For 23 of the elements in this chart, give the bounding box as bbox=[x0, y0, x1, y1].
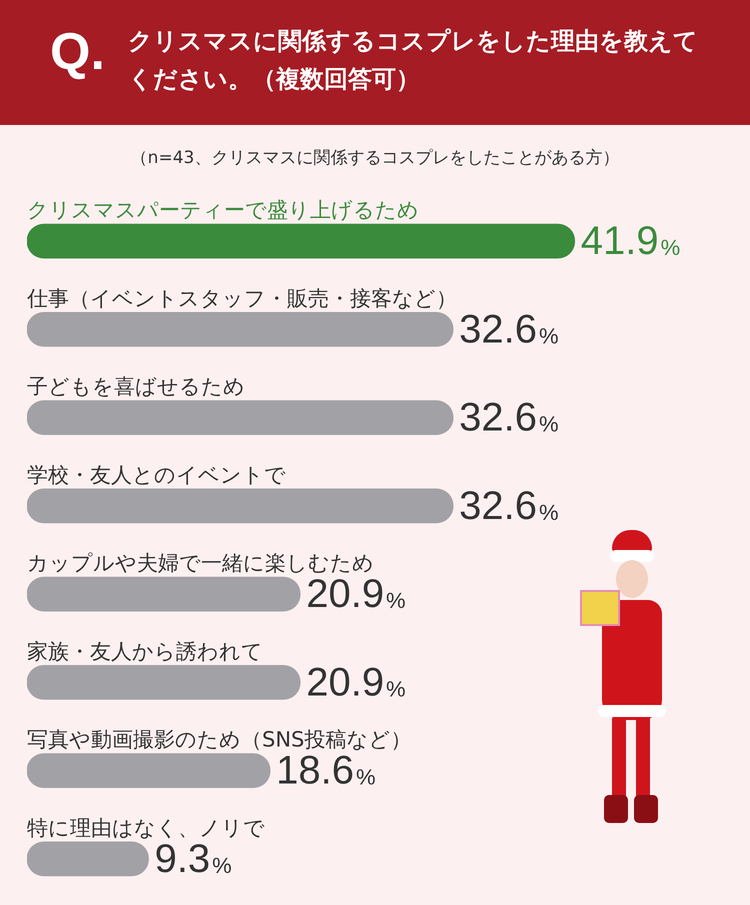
y-tick-label: クリスマスパーティーで盛り上げるため bbox=[27, 198, 419, 222]
y-tick-label: 特に理由はなく、ノリで bbox=[27, 816, 265, 840]
data-label: 32.6% bbox=[459, 307, 559, 352]
chart-subtitle: （n=43、クリスマスに関係するコスプレをしたことがある方） bbox=[130, 147, 620, 169]
bar bbox=[27, 400, 454, 435]
y-tick-label: 写真や動画撮影のため（SNS投稿など） bbox=[27, 728, 412, 752]
bar bbox=[27, 842, 149, 876]
y-tick-label: 子どもを喜ばせるため bbox=[27, 374, 245, 399]
bar bbox=[27, 312, 454, 347]
data-label: 32.6% bbox=[459, 484, 559, 528]
data-label: 20.9% bbox=[306, 660, 406, 704]
y-tick-label: 仕事（イベントスタッフ・販売・接客など） bbox=[26, 286, 457, 310]
bar bbox=[27, 224, 576, 258]
bar bbox=[27, 753, 270, 788]
chart-title: クリスマスに関係するコスプレをした理由を教えてください。（複数回答可） bbox=[128, 26, 699, 95]
y-tick-label: 家族・友人から誘われて bbox=[27, 639, 263, 664]
text: Q. bbox=[50, 22, 105, 82]
bar bbox=[27, 576, 301, 612]
bar bbox=[27, 488, 454, 524]
data-label: 32.6% bbox=[459, 396, 559, 440]
y-tick-label: 学校・友人とのイベントで bbox=[27, 462, 286, 487]
bar bbox=[27, 665, 301, 700]
data-label: 41.9% bbox=[580, 219, 680, 264]
